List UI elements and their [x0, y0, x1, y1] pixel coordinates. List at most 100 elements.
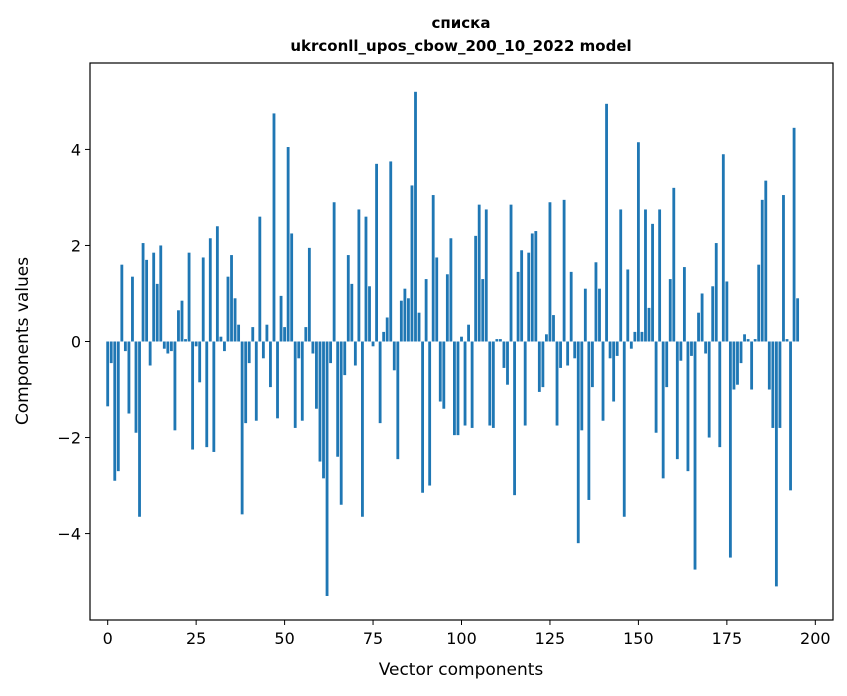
bar [208, 238, 212, 342]
bars-group [106, 91, 800, 596]
bar [311, 341, 315, 354]
bar [215, 226, 219, 342]
bar [544, 334, 548, 342]
x-tick-label: 75 [363, 629, 383, 648]
bar [757, 264, 761, 342]
bar [541, 341, 545, 388]
bar [534, 231, 538, 342]
bar [587, 341, 591, 500]
bar [513, 341, 516, 496]
bar [152, 252, 156, 342]
y-tick-label: 0 [71, 333, 81, 352]
bar [399, 300, 403, 342]
bar [304, 327, 308, 342]
bar [774, 341, 778, 587]
bar [431, 195, 435, 342]
bar [244, 341, 248, 424]
bar [474, 235, 478, 342]
bar [113, 341, 117, 481]
x-tick-label: 25 [186, 629, 206, 648]
bar [488, 341, 492, 426]
bar [368, 286, 371, 342]
bar [180, 300, 184, 342]
bar [162, 341, 166, 349]
bar [169, 341, 173, 352]
bar [336, 341, 340, 457]
y-axis-label: Components values [13, 257, 33, 425]
x-tick-label: 175 [712, 629, 743, 648]
bar [456, 341, 460, 436]
bar [201, 257, 205, 342]
x-tick-label: 200 [800, 629, 831, 648]
bar [187, 252, 191, 342]
bar [322, 341, 325, 479]
bar [704, 341, 708, 354]
bar [233, 298, 237, 342]
bar [223, 341, 226, 352]
bar [449, 238, 453, 342]
bar [300, 341, 304, 421]
bar [332, 202, 336, 342]
bar [778, 341, 782, 428]
bar [576, 341, 580, 544]
bar [753, 339, 757, 342]
bar [569, 271, 573, 342]
y-tick-label: −2 [57, 429, 81, 448]
bar [718, 341, 722, 448]
bar [502, 341, 506, 368]
bar [428, 341, 432, 486]
bar [629, 341, 633, 349]
bar [700, 293, 704, 342]
bar [364, 216, 368, 342]
bar [371, 341, 375, 347]
bar [477, 204, 481, 342]
y-tick-label: −4 [57, 525, 81, 544]
bar [279, 295, 283, 342]
bar [106, 341, 110, 407]
x-tick-label: 125 [535, 629, 566, 648]
bar [686, 341, 690, 472]
bar [237, 324, 241, 342]
bar [552, 315, 555, 342]
bar [283, 327, 287, 342]
bar [697, 312, 700, 342]
bar [258, 216, 262, 342]
bar [339, 341, 343, 505]
bar [644, 209, 647, 342]
bar [293, 341, 297, 428]
bar [484, 209, 488, 342]
bar [286, 147, 290, 342]
bar [155, 283, 159, 342]
bar [346, 255, 350, 342]
bar [470, 341, 474, 428]
bar [509, 204, 513, 342]
bar [767, 341, 771, 390]
x-tick-label: 50 [274, 629, 294, 648]
bar [315, 341, 318, 409]
bar [421, 341, 424, 493]
bar [728, 341, 732, 558]
bar [272, 113, 276, 342]
bar [771, 341, 775, 428]
bar [247, 341, 251, 364]
bar [424, 279, 428, 342]
bar [555, 341, 559, 426]
bar [647, 307, 651, 342]
bar [789, 341, 792, 491]
bar [290, 233, 294, 342]
bar [622, 341, 626, 517]
bar [131, 276, 134, 342]
bar [375, 163, 379, 342]
bar [499, 339, 502, 342]
bar [219, 336, 223, 342]
bar [566, 341, 570, 366]
bar [658, 209, 662, 342]
bar [467, 324, 470, 342]
chart-title: списка [432, 14, 491, 32]
bar [198, 341, 202, 383]
bar [636, 142, 640, 342]
bar [654, 341, 658, 433]
bar [329, 341, 333, 364]
chart-subtitle: ukrconll_upos_cbow_200_10_2022 model [290, 37, 631, 55]
bar [707, 341, 711, 438]
